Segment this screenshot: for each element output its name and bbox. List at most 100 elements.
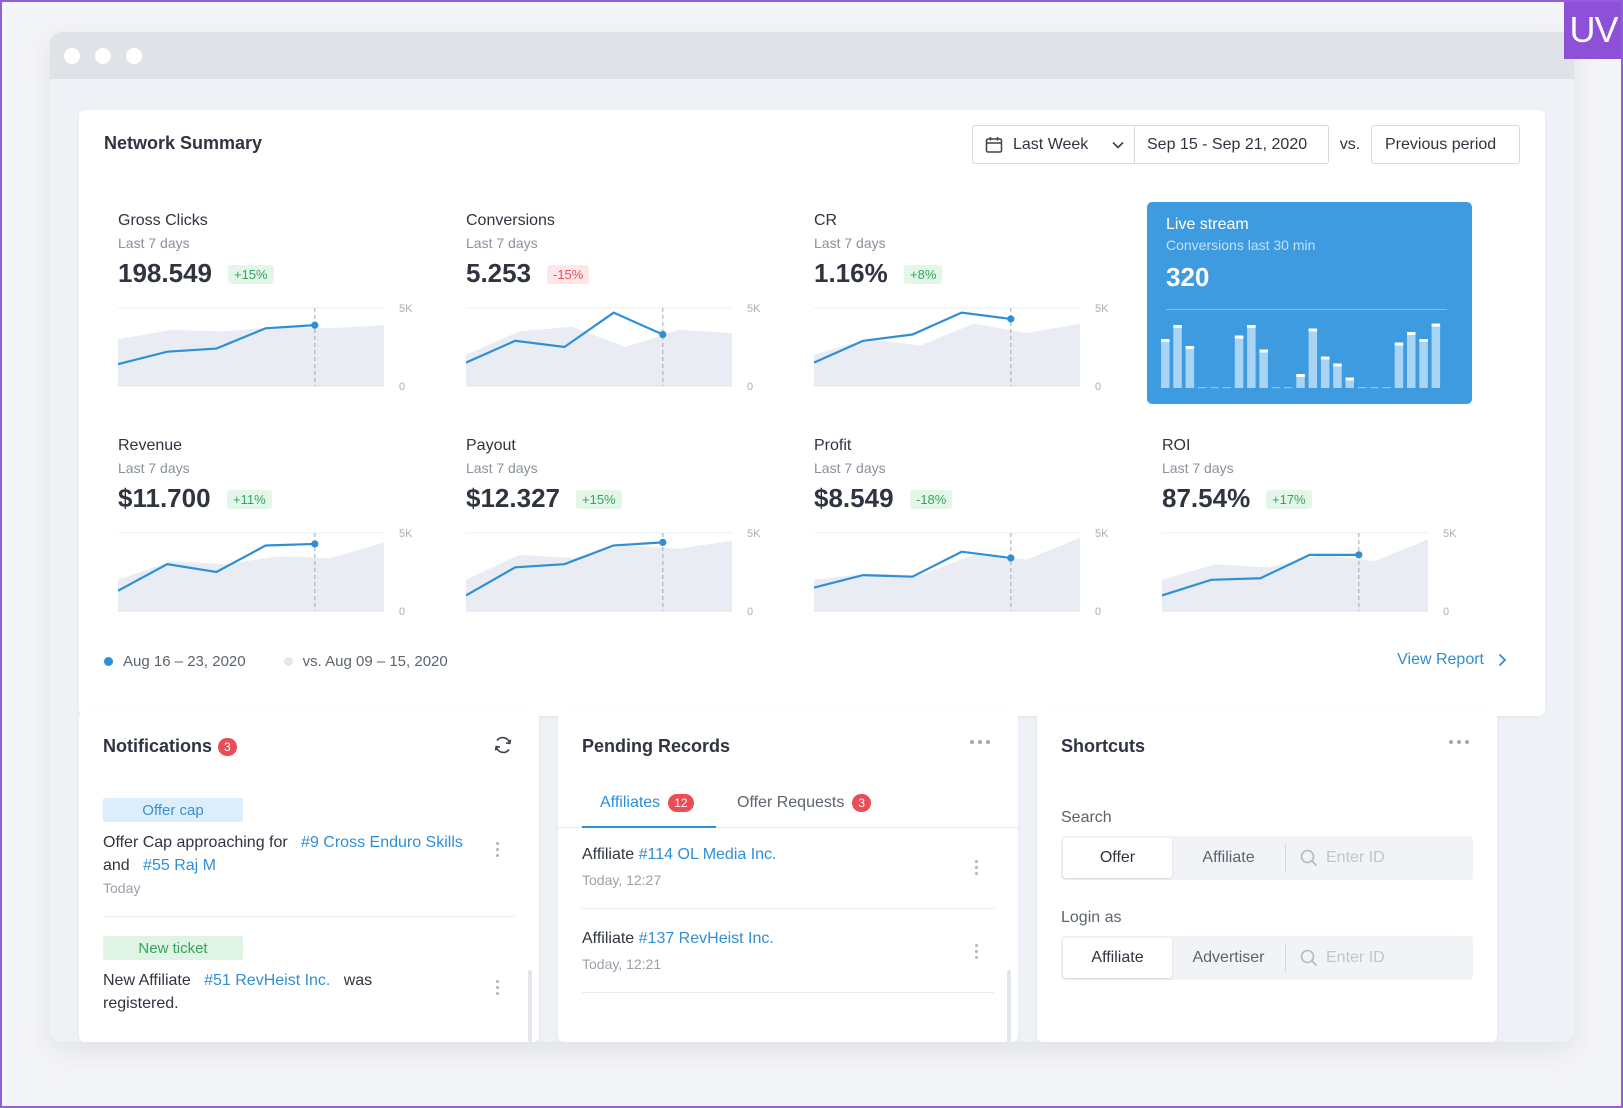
metric-title: Conversions bbox=[466, 212, 555, 229]
current-period-line bbox=[1162, 553, 1359, 597]
axis-min-label: 0 bbox=[1095, 381, 1101, 390]
window-maximize-dot[interactable] bbox=[126, 47, 142, 64]
metric-value: $12.327 bbox=[466, 483, 560, 513]
tab-offer-requests[interactable]: Offer Requests 3 bbox=[737, 794, 871, 812]
previous-period-area bbox=[466, 326, 732, 386]
login-advertiser-option[interactable]: Advertiser bbox=[1192, 949, 1265, 966]
chevron-down-icon bbox=[1112, 141, 1124, 149]
record-menu-icon[interactable] bbox=[975, 944, 978, 959]
previous-period-area bbox=[466, 540, 732, 611]
record-link[interactable]: #114 OL Media Inc. bbox=[638, 846, 777, 863]
record-divider bbox=[582, 992, 994, 993]
current-value-dot bbox=[659, 330, 667, 339]
metric-change-badge: +17% bbox=[1266, 490, 1312, 509]
metric-tile[interactable]: Revenue Last 7 days $11.700 +11% 5K 0 bbox=[104, 427, 424, 637]
chevron-right-icon bbox=[1498, 653, 1507, 667]
metric-tile[interactable]: Gross Clicks Last 7 days 198.549 +15% 5K 0 bbox=[104, 202, 424, 412]
scrollbar[interactable] bbox=[528, 970, 532, 1042]
live-bar-cap bbox=[1185, 346, 1195, 349]
previous-period-area bbox=[814, 537, 1080, 611]
record-link[interactable]: #137 RevHeist Inc. bbox=[638, 930, 774, 947]
record-text: Affiliate #137 RevHeist Inc. bbox=[582, 930, 774, 948]
previous-period-area bbox=[118, 325, 384, 386]
metric-change-badge: +8% bbox=[904, 265, 943, 284]
live-bar-cap bbox=[1247, 325, 1256, 328]
live-bar-empty bbox=[1210, 387, 1219, 389]
live-bar bbox=[1394, 342, 1404, 388]
live-bar-cap bbox=[1161, 339, 1170, 342]
date-range-field[interactable]: Sep 15 - Sep 21, 2020 bbox=[1135, 125, 1329, 164]
more-options-icon[interactable] bbox=[1449, 740, 1469, 744]
tab-affiliates[interactable]: Affiliates 12 bbox=[600, 794, 694, 812]
more-options-icon[interactable] bbox=[970, 740, 990, 744]
current-value-dot bbox=[311, 321, 319, 329]
live-bar-empty bbox=[1357, 387, 1367, 389]
scrollbar[interactable] bbox=[1007, 970, 1011, 1042]
live-bar bbox=[1407, 332, 1416, 388]
compare-period-button[interactable]: Previous period bbox=[1371, 125, 1520, 164]
login-id-input[interactable]: Enter ID bbox=[1300, 949, 1385, 967]
tab-affiliates-label: Affiliates bbox=[600, 794, 661, 811]
period-label: Last Week bbox=[1013, 135, 1089, 153]
live-bar-empty bbox=[1222, 387, 1231, 389]
live-bar-cap bbox=[1394, 342, 1404, 346]
axis-max-label: 5K bbox=[1095, 303, 1109, 315]
record-menu-icon[interactable] bbox=[975, 860, 978, 875]
metric-tile[interactable]: ROI Last 7 days 87.54% +17% 5K 0 bbox=[1148, 427, 1468, 637]
live-bar bbox=[1345, 377, 1354, 388]
live-bar-cap bbox=[1259, 349, 1268, 353]
metric-tile[interactable]: Payout Last 7 days $12.327 +15% 5K 0 bbox=[452, 427, 772, 637]
record-text: Affiliate #114 OL Media Inc. bbox=[582, 846, 777, 864]
login-segmented-control: Affiliate Advertiser Enter ID bbox=[1061, 936, 1473, 980]
affiliate-link[interactable]: #51 RevHeist Inc. bbox=[204, 972, 331, 989]
live-bar bbox=[1247, 325, 1256, 388]
current-period-line bbox=[118, 324, 315, 366]
live-bar bbox=[1234, 335, 1244, 388]
metric-change-badge: +15% bbox=[576, 490, 622, 509]
period-dropdown[interactable]: Last Week bbox=[972, 125, 1135, 164]
offer-link[interactable]: #9 Cross Enduro Skills bbox=[301, 834, 463, 851]
search-id-placeholder: Enter ID bbox=[1326, 849, 1385, 866]
metric-value: 1.16% bbox=[814, 258, 888, 288]
live-bar-cap bbox=[1308, 328, 1318, 332]
affiliate-link[interactable]: #55 Raj M bbox=[143, 857, 216, 874]
live-bar-cap bbox=[1296, 374, 1305, 377]
metric-sparkline: 5K 0 bbox=[814, 528, 1109, 615]
metric-title: CR bbox=[814, 212, 838, 229]
axis-max-label: 5K bbox=[747, 528, 761, 540]
window-minimize-dot[interactable] bbox=[95, 47, 111, 64]
metric-subtitle: Last 7 days bbox=[814, 235, 886, 251]
window-close-dot[interactable] bbox=[64, 47, 80, 64]
metric-tile[interactable]: Profit Last 7 days $8.549 -18% 5K 0 bbox=[800, 427, 1120, 637]
axis-min-label: 0 bbox=[747, 381, 753, 390]
metric-tile[interactable]: Conversions Last 7 days 5.253 -15% 5K 0 bbox=[452, 202, 772, 412]
search-affiliate-option[interactable]: Affiliate bbox=[1202, 849, 1255, 866]
metric-change-badge: -18% bbox=[910, 490, 953, 509]
axis-min-label: 0 bbox=[399, 606, 405, 615]
network-summary-title: Network Summary bbox=[104, 133, 263, 153]
record-time: Today, 12:27 bbox=[582, 872, 662, 888]
search-segmented-control: Offer Affiliate Enter ID bbox=[1061, 836, 1473, 880]
notification-text-part: registered. bbox=[103, 995, 179, 1012]
notifications-card: Notifications 3 Offer cap Offer Cap appr… bbox=[79, 712, 539, 1042]
search-offer-option[interactable]: Offer bbox=[1063, 838, 1172, 878]
live-bar-empty bbox=[1197, 387, 1207, 389]
notification-menu-icon[interactable] bbox=[496, 980, 499, 995]
notification-text-part: was bbox=[343, 972, 373, 989]
legend-current-dot bbox=[104, 657, 113, 666]
login-affiliate-option[interactable]: Affiliate bbox=[1063, 938, 1172, 978]
view-report-link[interactable]: View Report bbox=[1397, 651, 1507, 669]
live-bar-empty bbox=[1271, 387, 1281, 389]
metric-sparkline: 5K 0 bbox=[118, 303, 413, 390]
metric-tile[interactable]: CR Last 7 days 1.16% +8% 5K 0 bbox=[800, 202, 1120, 412]
live-bar-cap bbox=[1320, 356, 1330, 360]
search-icon bbox=[1300, 849, 1318, 867]
live-stream-panel[interactable]: Live stream Conversions last 30 min 320 bbox=[1147, 202, 1472, 404]
metric-title: Profit bbox=[814, 437, 852, 454]
notification-menu-icon[interactable] bbox=[496, 842, 499, 857]
notification-text-part: New Affiliate bbox=[103, 972, 191, 989]
live-bar-cap bbox=[1173, 325, 1182, 328]
notification-text: Offer Cap approaching for #9 Cross Endur… bbox=[103, 831, 463, 877]
refresh-icon[interactable] bbox=[493, 735, 513, 755]
search-id-input[interactable]: Enter ID bbox=[1300, 849, 1385, 867]
